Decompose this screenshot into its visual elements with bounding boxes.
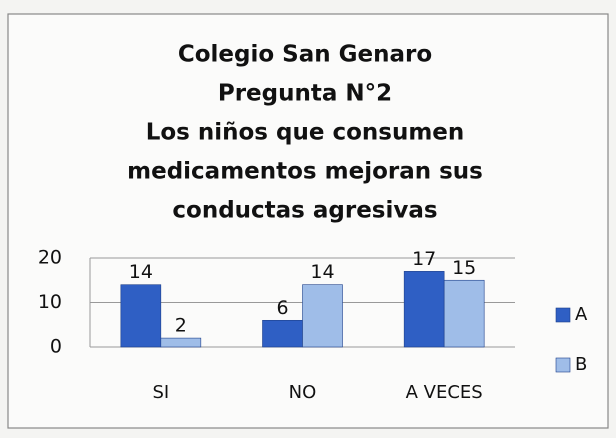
chart-title: conductas agresivas (172, 198, 437, 224)
bar (262, 319, 303, 348)
data-label: 15 (452, 257, 476, 279)
bar (443, 279, 485, 348)
legend-label: A (575, 304, 588, 325)
bar (120, 284, 162, 348)
bar (302, 284, 343, 348)
chart-title: Los niños que consumen (146, 120, 465, 146)
x-tick-label: SI (152, 382, 169, 403)
bar (160, 337, 202, 348)
x-tick-label: NO (289, 382, 317, 403)
chart-title: Pregunta N°2 (218, 81, 392, 107)
chart-title: Colegio San Genaro (178, 42, 432, 68)
legend-swatch (555, 307, 571, 323)
legend-swatch (555, 357, 571, 373)
y-tick-label: 10 (38, 291, 62, 313)
y-tick-label: 0 (50, 336, 62, 358)
data-label: 2 (175, 315, 187, 337)
data-label: 17 (412, 248, 436, 270)
chart-title: medicamentos mejoran sus (127, 159, 483, 185)
data-label: 14 (129, 261, 153, 283)
data-label: 14 (310, 261, 334, 283)
chart-frame (7, 13, 609, 429)
data-label: 6 (276, 297, 288, 319)
legend-label: B (575, 354, 587, 375)
x-tick-label: A VECES (406, 382, 483, 403)
y-tick-label: 20 (38, 247, 62, 269)
bar (403, 271, 445, 348)
